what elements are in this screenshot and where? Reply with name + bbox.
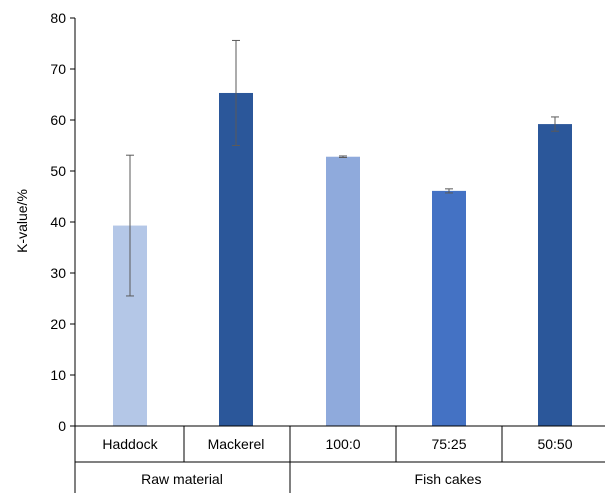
bar-100-0 <box>326 156 360 426</box>
y-tick-label: 40 <box>50 214 66 230</box>
group-labels: Raw material Fish cakes <box>141 471 481 487</box>
y-tick-label: 70 <box>50 61 66 77</box>
x-tick-label: 100:0 <box>325 436 360 452</box>
y-tick-label: 20 <box>50 316 66 332</box>
y-tick-label: 10 <box>50 367 66 383</box>
y-tick-label: 80 <box>50 10 66 26</box>
y-axis-label: K-value/% <box>14 189 30 253</box>
x-tick-label: 75:25 <box>431 436 466 452</box>
error-bars <box>126 39 559 297</box>
x-tick-label: Haddock <box>102 436 158 452</box>
bar-75-25 <box>432 190 466 426</box>
group-label: Raw material <box>141 471 223 487</box>
x-tick-label: Mackerel <box>208 436 265 452</box>
x-tick-label: 50:50 <box>537 436 572 452</box>
axes <box>74 18 605 493</box>
y-axis: 0 10 20 30 40 50 60 70 80 <box>50 10 75 434</box>
y-tick-label: 0 <box>58 418 66 434</box>
bar-50-50 <box>538 124 572 426</box>
group-label: Fish cakes <box>415 471 482 487</box>
y-tick-label: 30 <box>50 265 66 281</box>
category-labels: Haddock Mackerel 100:0 75:25 50:50 <box>102 436 572 452</box>
y-tick-label: 60 <box>50 112 66 128</box>
bars <box>113 92 572 426</box>
bar-mackerel <box>219 92 253 426</box>
y-tick-label: 50 <box>50 163 66 179</box>
